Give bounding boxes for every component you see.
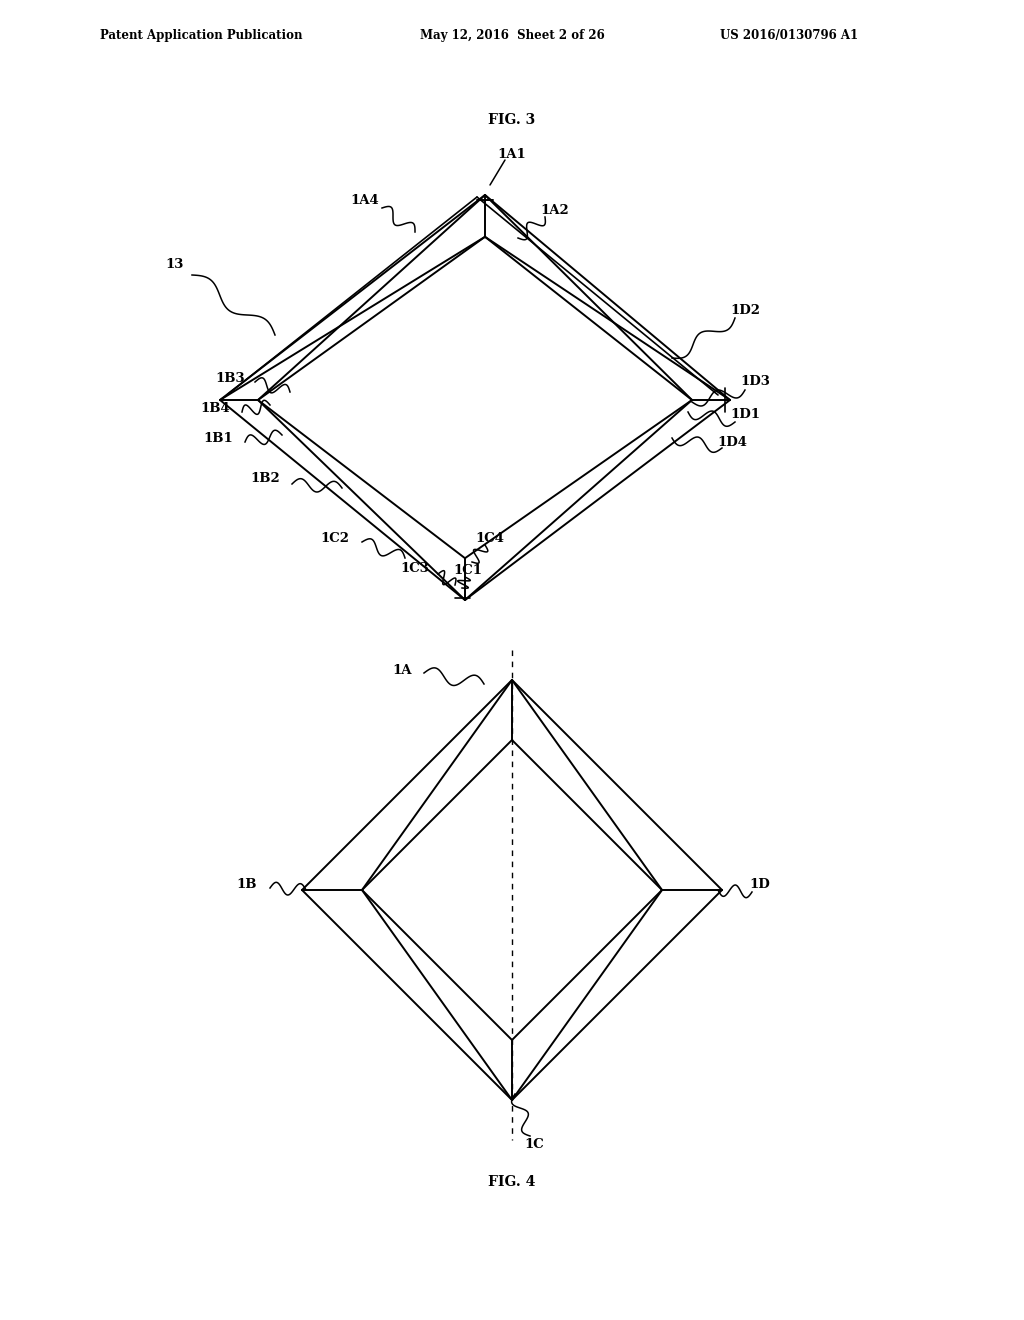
Text: 1D1: 1D1	[730, 408, 760, 421]
Text: 1A2: 1A2	[541, 203, 569, 216]
Text: 1D: 1D	[750, 879, 770, 891]
Text: 1B: 1B	[237, 879, 257, 891]
Text: 1A1: 1A1	[498, 149, 526, 161]
Text: 1D4: 1D4	[717, 436, 746, 449]
Text: FIG. 4: FIG. 4	[488, 1175, 536, 1189]
Text: 1C1: 1C1	[454, 564, 482, 577]
Text: 1D2: 1D2	[730, 304, 760, 317]
Text: 1B1: 1B1	[203, 432, 232, 445]
Text: 1A4: 1A4	[350, 194, 379, 206]
Text: FIG. 3: FIG. 3	[488, 114, 536, 127]
Text: 1A: 1A	[392, 664, 412, 676]
Text: 13: 13	[166, 259, 184, 272]
Text: May 12, 2016  Sheet 2 of 26: May 12, 2016 Sheet 2 of 26	[420, 29, 605, 41]
Text: 1B4: 1B4	[200, 401, 229, 414]
Text: US 2016/0130796 A1: US 2016/0130796 A1	[720, 29, 858, 41]
Text: Patent Application Publication: Patent Application Publication	[100, 29, 302, 41]
Text: 1B2: 1B2	[250, 471, 280, 484]
Text: 1B3: 1B3	[215, 371, 245, 384]
Text: 1C4: 1C4	[475, 532, 505, 544]
Text: 1D3: 1D3	[740, 375, 770, 388]
Text: 1C2: 1C2	[321, 532, 349, 544]
Text: 1C3: 1C3	[400, 561, 429, 574]
Text: 1C: 1C	[524, 1138, 544, 1151]
